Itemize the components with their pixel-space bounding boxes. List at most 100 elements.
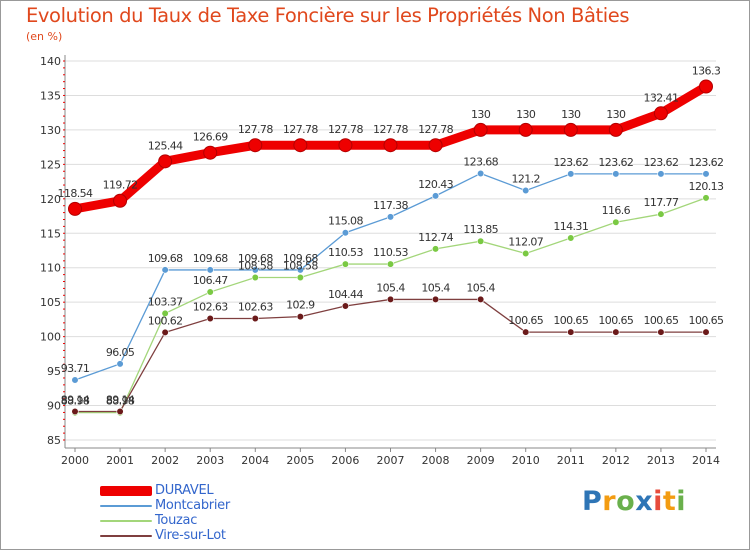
data-point-vire-sur-lot bbox=[612, 328, 620, 336]
data-point-vire-sur-lot bbox=[116, 407, 124, 416]
data-point-touzac bbox=[386, 260, 395, 268]
legend-swatch-touzac bbox=[100, 520, 152, 522]
data-point-duravel bbox=[428, 138, 443, 153]
data-label-touzac: 110.53 bbox=[373, 246, 408, 259]
y-tick-label: 90 bbox=[47, 400, 61, 413]
logo-letter: P bbox=[582, 486, 603, 517]
data-point-touzac bbox=[161, 309, 169, 318]
data-label-duravel: 127.78 bbox=[418, 123, 453, 136]
data-label-duravel: 119.72 bbox=[103, 179, 138, 192]
data-point-montcabrier bbox=[612, 170, 620, 178]
data-point-montcabrier bbox=[116, 360, 124, 368]
x-tick-label: 2009 bbox=[467, 454, 495, 467]
x-tick-label: 2005 bbox=[286, 454, 314, 467]
data-point-vire-sur-lot bbox=[161, 328, 169, 336]
data-point-montcabrier bbox=[702, 170, 710, 178]
data-point-montcabrier bbox=[657, 170, 665, 178]
proxiti-logo: Proxiti bbox=[582, 486, 686, 517]
data-point-duravel bbox=[563, 122, 578, 137]
data-label-montcabrier: 123.62 bbox=[598, 156, 633, 169]
data-label-vire-sur-lot: 100.65 bbox=[689, 314, 724, 327]
data-label-touzac: 110.53 bbox=[328, 246, 363, 259]
data-label-touzac: 106.47 bbox=[193, 274, 228, 287]
data-label-montcabrier: 123.62 bbox=[553, 156, 588, 169]
x-tick-label: 2002 bbox=[151, 454, 179, 467]
data-point-montcabrier bbox=[341, 229, 350, 237]
data-point-touzac bbox=[431, 245, 440, 253]
data-label-touzac: 120.13 bbox=[689, 180, 724, 193]
data-point-vire-sur-lot bbox=[251, 314, 259, 323]
data-point-duravel bbox=[518, 122, 533, 137]
data-point-duravel bbox=[203, 145, 218, 160]
data-point-montcabrier bbox=[251, 266, 259, 274]
y-tick-label: 130 bbox=[40, 124, 61, 137]
data-point-vire-sur-lot bbox=[477, 295, 485, 304]
data-label-touzac: 88.98 bbox=[106, 395, 135, 408]
data-label-montcabrier: 109.68 bbox=[193, 252, 228, 265]
y-tick-label: 120 bbox=[40, 193, 61, 206]
data-label-duravel: 132.41 bbox=[643, 91, 678, 104]
data-point-touzac bbox=[702, 194, 710, 202]
data-label-duravel: 127.78 bbox=[373, 123, 408, 136]
data-point-duravel bbox=[113, 193, 128, 208]
data-point-duravel bbox=[653, 106, 668, 121]
data-point-vire-sur-lot bbox=[567, 328, 575, 336]
data-point-touzac bbox=[522, 249, 530, 258]
y-tick-label: 115 bbox=[40, 227, 61, 240]
data-point-vire-sur-lot bbox=[296, 313, 304, 321]
logo-letter: i bbox=[676, 486, 687, 517]
logo-letter: r bbox=[602, 486, 617, 517]
logo-letter: i bbox=[653, 486, 663, 517]
logo-letter: t bbox=[662, 486, 677, 517]
data-point-vire-sur-lot bbox=[702, 328, 710, 336]
data-label-duravel: 127.78 bbox=[328, 123, 363, 136]
data-label-vire-sur-lot: 89.14 bbox=[61, 393, 90, 406]
data-label-montcabrier: 120.43 bbox=[418, 178, 453, 191]
x-tick-label: 2007 bbox=[377, 454, 405, 467]
data-label-montcabrier: 123.68 bbox=[463, 155, 498, 168]
data-point-duravel bbox=[699, 79, 713, 94]
data-point-vire-sur-lot bbox=[206, 314, 214, 323]
logo-letter: o bbox=[616, 486, 636, 517]
data-point-touzac bbox=[477, 237, 485, 245]
y-tick-label: 95 bbox=[47, 365, 61, 378]
data-point-montcabrier bbox=[477, 169, 485, 178]
data-label-duravel: 127.78 bbox=[238, 123, 273, 136]
x-tick-label: 2006 bbox=[331, 454, 359, 467]
data-label-touzac: 117.77 bbox=[643, 196, 678, 209]
data-point-montcabrier bbox=[431, 192, 440, 200]
data-point-vire-sur-lot bbox=[386, 295, 395, 304]
data-label-touzac: 113.85 bbox=[463, 223, 498, 236]
data-label-duravel: 126.69 bbox=[193, 131, 228, 144]
data-label-vire-sur-lot: 102.63 bbox=[238, 301, 273, 314]
data-point-duravel bbox=[383, 138, 398, 153]
data-point-duravel bbox=[608, 122, 623, 137]
x-tick-label: 2000 bbox=[61, 454, 89, 467]
data-point-touzac bbox=[251, 273, 259, 282]
data-label-vire-sur-lot: 100.65 bbox=[553, 314, 588, 327]
data-label-duravel: 130 bbox=[471, 108, 491, 121]
data-point-vire-sur-lot bbox=[431, 295, 440, 304]
data-label-montcabrier: 123.62 bbox=[643, 156, 678, 169]
data-label-vire-sur-lot: 105.4 bbox=[376, 281, 405, 294]
x-tick-label: 2010 bbox=[512, 454, 540, 467]
data-point-vire-sur-lot bbox=[657, 328, 665, 336]
y-tick-label: 100 bbox=[40, 331, 61, 344]
legend-label: Montcabrier bbox=[155, 498, 230, 513]
data-label-touzac: 103.37 bbox=[148, 295, 183, 308]
data-point-montcabrier bbox=[522, 186, 530, 195]
data-label-vire-sur-lot: 100.65 bbox=[508, 314, 543, 327]
data-point-montcabrier bbox=[206, 266, 214, 274]
y-tick-label: 110 bbox=[40, 262, 61, 275]
y-axis-unit: (en %) bbox=[26, 30, 63, 43]
data-label-montcabrier: 93.71 bbox=[61, 362, 90, 375]
data-label-vire-sur-lot: 105.4 bbox=[421, 281, 450, 294]
data-point-touzac bbox=[296, 273, 304, 282]
y-tick-label: 105 bbox=[40, 296, 61, 309]
data-point-duravel bbox=[248, 138, 263, 153]
data-point-touzac bbox=[657, 210, 665, 218]
x-tick-label: 2011 bbox=[557, 454, 585, 467]
data-label-vire-sur-lot: 102.9 bbox=[286, 299, 315, 312]
data-label-montcabrier: 123.62 bbox=[689, 156, 724, 169]
legend-swatch-vire-sur-lot bbox=[100, 535, 152, 537]
